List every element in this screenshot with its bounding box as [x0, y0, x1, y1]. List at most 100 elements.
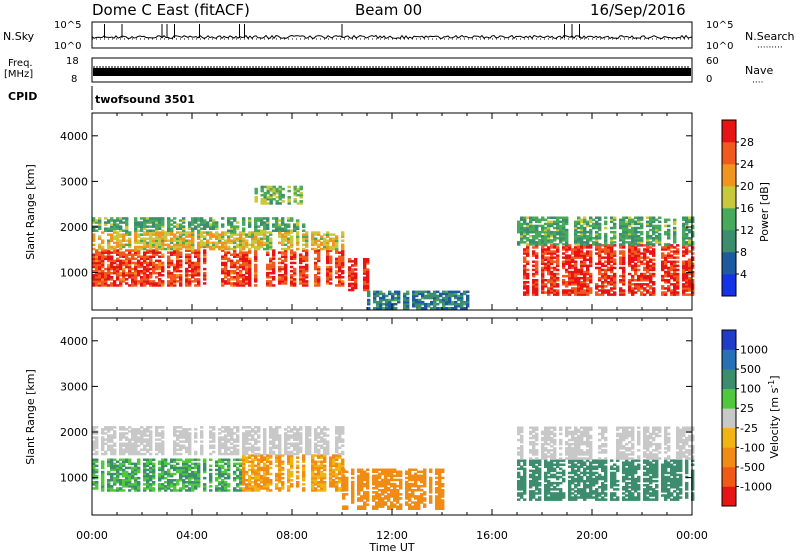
- echo-cell: [197, 249, 201, 252]
- echo-cell: [583, 235, 587, 238]
- echo-cell: [188, 221, 192, 224]
- echo-cell: [329, 259, 333, 263]
- echo-cell: [649, 228, 653, 232]
- echo-cell: [113, 235, 117, 238]
- echo-cell: [266, 487, 270, 490]
- echo-cell: [185, 428, 189, 431]
- echo-cell: [125, 227, 129, 230]
- echo-cell: [529, 241, 533, 244]
- echo-cell: [188, 487, 192, 490]
- echo-cell: [215, 231, 219, 234]
- echo-cell: [391, 302, 395, 306]
- echo-cell: [652, 293, 656, 296]
- echo-cell: [571, 248, 575, 251]
- echo-cell: [176, 251, 180, 254]
- echo-cell: [661, 256, 665, 259]
- echo-cell: [146, 278, 150, 281]
- echo-cell: [541, 283, 545, 286]
- echo-cell: [242, 237, 246, 240]
- colorbar-tick-label: 12: [740, 224, 754, 237]
- echo-cell: [263, 247, 267, 251]
- echo-cell: [351, 274, 355, 277]
- echo-cell: [532, 216, 536, 219]
- echo-cell: [535, 254, 539, 257]
- echo-cell: [323, 458, 327, 461]
- echo-cell: [547, 262, 551, 266]
- echo-cell: [233, 458, 237, 461]
- echo-cell: [323, 456, 327, 459]
- echo-cell: [188, 253, 192, 256]
- echo-cell: [134, 436, 138, 439]
- echo-cell: [284, 229, 288, 232]
- echo-cell: [185, 434, 189, 437]
- echo-cell: [242, 243, 246, 247]
- echo-cell: [314, 489, 318, 492]
- echo-cell: [209, 426, 213, 429]
- echo-cell: [227, 466, 231, 470]
- echo-cell: [260, 231, 264, 234]
- echo-cell: [574, 287, 578, 290]
- echo-cell: [185, 271, 189, 275]
- echo-cell: [128, 472, 132, 476]
- echo-cell: [640, 244, 644, 247]
- echo-cell: [685, 272, 689, 276]
- echo-cell: [646, 235, 650, 238]
- colorbar-segment: [722, 230, 736, 253]
- echo-cell: [568, 276, 572, 280]
- echo-cell: [338, 466, 342, 470]
- echo-cell: [263, 241, 267, 245]
- echo-cell: [137, 251, 141, 254]
- echo-cell: [131, 284, 135, 287]
- echo-cell: [116, 476, 120, 480]
- echo-cell: [406, 300, 410, 304]
- echo-cell: [670, 274, 674, 278]
- echo-cell: [161, 452, 165, 456]
- echo-cell: [140, 442, 144, 445]
- echo-cell: [272, 217, 276, 220]
- echo-cell: [182, 229, 186, 232]
- echo-cell: [317, 470, 321, 474]
- echo-cell: [137, 485, 141, 488]
- echo-cell: [203, 255, 207, 258]
- echo-cell: [655, 235, 659, 238]
- echo-cell: [625, 235, 629, 238]
- echo-cell: [436, 290, 440, 294]
- echo-cell: [622, 246, 626, 249]
- echo-cell: [676, 272, 680, 276]
- echo-cell: [95, 274, 99, 277]
- echo-cell: [532, 218, 536, 222]
- echo-cell: [266, 247, 270, 251]
- echo-cell: [98, 247, 102, 251]
- echo-cell: [134, 472, 138, 476]
- echo-cell: [287, 479, 291, 482]
- echo-cell: [673, 256, 677, 259]
- echo-cell: [535, 287, 539, 290]
- echo-cell: [107, 251, 111, 254]
- echo-cell: [550, 230, 554, 234]
- echo-cell: [155, 235, 159, 238]
- echo-cell: [248, 476, 252, 480]
- echo-cell: [95, 257, 99, 261]
- echo-cell: [284, 276, 288, 279]
- echo-cell: [637, 222, 641, 226]
- echo-cell: [158, 271, 162, 275]
- echo-cell: [667, 270, 671, 274]
- echo-cell: [562, 264, 566, 268]
- echo-cell: [607, 268, 611, 272]
- echo-cell: [278, 202, 282, 205]
- echo-cell: [233, 255, 237, 258]
- echo-cell: [568, 256, 572, 259]
- echo-cell: [278, 462, 282, 466]
- echo-cell: [580, 260, 584, 263]
- echo-cell: [143, 276, 147, 279]
- echo-cell: [275, 483, 279, 486]
- echo-cell: [149, 438, 153, 441]
- echo-cell: [544, 283, 548, 286]
- echo-cell: [227, 472, 231, 476]
- echo-cell: [224, 472, 228, 476]
- echo-cell: [610, 293, 614, 296]
- echo-cell: [631, 291, 635, 294]
- echo-cell: [667, 232, 671, 236]
- echo-cell: [107, 485, 111, 488]
- echo-cell: [149, 261, 153, 265]
